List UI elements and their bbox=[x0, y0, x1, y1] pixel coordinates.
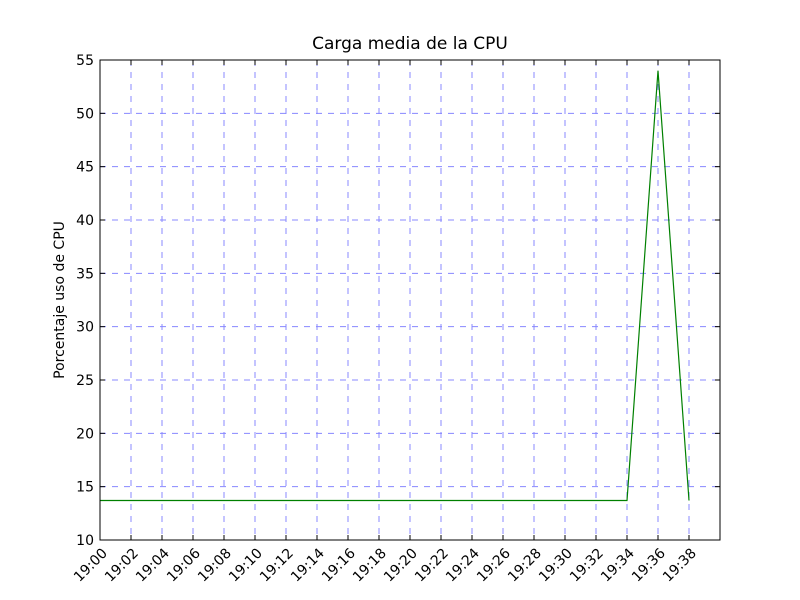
x-tick-label: 19:02 bbox=[102, 546, 142, 586]
y-tick-label: 55 bbox=[76, 53, 94, 69]
x-tick-label: 19:12 bbox=[257, 546, 297, 586]
x-tick-label: 19:10 bbox=[226, 546, 266, 586]
x-tick-label: 19:20 bbox=[381, 546, 421, 586]
x-tick-label: 19:24 bbox=[443, 545, 483, 585]
y-tick-label: 35 bbox=[76, 266, 94, 282]
series-line bbox=[100, 70, 690, 502]
x-tick-label: 19:26 bbox=[474, 545, 514, 585]
x-tick-label: 19:28 bbox=[505, 546, 545, 586]
y-tick-label: 15 bbox=[76, 480, 94, 496]
x-tick-label: 19:22 bbox=[412, 546, 452, 586]
y-axis: 10 15 20 25 30 35 40 45 50 55 bbox=[76, 53, 720, 549]
y-tick-label: 40 bbox=[76, 213, 94, 229]
series-layer bbox=[99, 70, 690, 502]
y-tick-label: 25 bbox=[76, 373, 94, 389]
x-tick-label: 19:18 bbox=[350, 546, 390, 586]
x-axis: 19:0019:0219:0419:0619:0819:1019:1219:14… bbox=[71, 60, 700, 585]
chart-title: Carga media de la CPU bbox=[312, 34, 508, 54]
x-tick-label: 19:00 bbox=[71, 546, 111, 586]
y-axis-label: Porcentaje uso de CPU bbox=[52, 221, 68, 379]
y-tick-label: 20 bbox=[76, 426, 94, 442]
x-tick-label: 19:16 bbox=[319, 545, 359, 585]
x-tick-label: 19:14 bbox=[288, 545, 328, 585]
x-tick-label: 19:06 bbox=[164, 545, 204, 585]
x-tick-label: 19:36 bbox=[629, 545, 669, 585]
y-tick-label: 50 bbox=[76, 106, 94, 122]
y-tick-label: 10 bbox=[76, 533, 94, 549]
x-tick-label: 19:38 bbox=[660, 546, 700, 586]
x-tick-label: 19:32 bbox=[567, 546, 607, 586]
x-tick-label: 19:08 bbox=[195, 546, 235, 586]
x-tick-label: 19:34 bbox=[598, 545, 638, 585]
y-tick-label: 45 bbox=[76, 160, 94, 176]
x-tick-label: 19:30 bbox=[536, 546, 576, 586]
grid bbox=[99, 60, 720, 540]
x-tick-label: 19:04 bbox=[133, 545, 173, 585]
y-tick-label: 30 bbox=[76, 320, 94, 336]
